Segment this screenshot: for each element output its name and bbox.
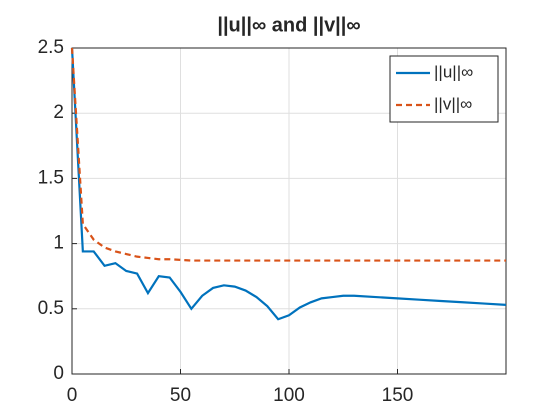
plot-frame xyxy=(71,47,507,375)
x-tick-label: 100 xyxy=(273,385,305,406)
y-tick-label: 2 xyxy=(53,102,64,123)
y-tick-label: 1.5 xyxy=(38,167,64,188)
series-line xyxy=(70,47,506,262)
x-tick-label: 0 xyxy=(67,385,78,406)
legend-label: ||u||∞ xyxy=(434,62,473,81)
series-line xyxy=(70,47,507,321)
x-tick-label: 50 xyxy=(170,385,191,406)
x-tick-label: 150 xyxy=(382,385,414,406)
y-tick-label: 1 xyxy=(53,233,64,254)
y-tick-label: 0.5 xyxy=(38,298,64,319)
y-tick-label: 2.5 xyxy=(38,37,64,58)
legend-label: ||v||∞ xyxy=(434,94,472,113)
y-tick-label: 0 xyxy=(53,363,64,384)
legend-box xyxy=(389,55,499,123)
chart-title: ||u||∞ and ||v||∞ xyxy=(217,14,360,36)
